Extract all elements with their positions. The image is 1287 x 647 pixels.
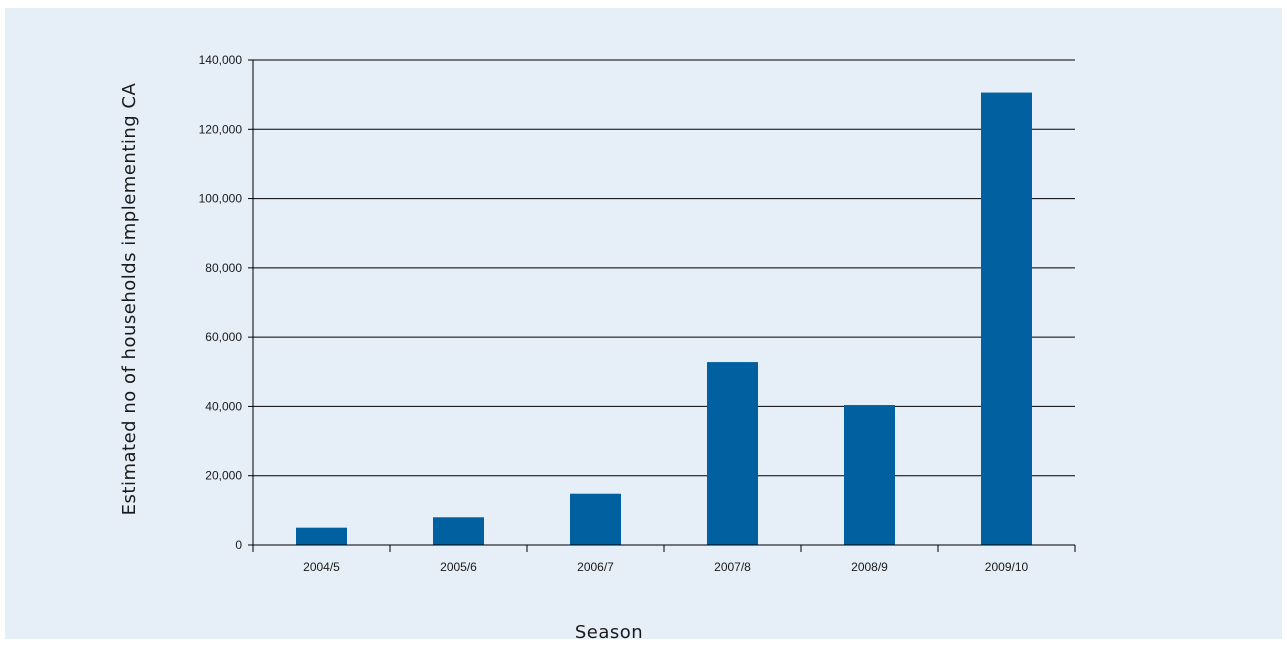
bar-2004-5 bbox=[296, 527, 347, 545]
x-tick-label: 2005/6 bbox=[440, 560, 477, 574]
y-tick-label: 60,000 bbox=[205, 330, 242, 344]
bar-chart: 0 20,000 40,000 60,000 80,000 100,000 120,000 1… bbox=[119, 53, 1076, 639]
bar-2005-6 bbox=[433, 517, 484, 545]
gridlines bbox=[253, 59, 1075, 477]
x-tick-label: 2004/5 bbox=[303, 560, 340, 574]
bar-2009-10 bbox=[981, 92, 1032, 546]
y-tick-label: 120,000 bbox=[199, 122, 243, 136]
bars bbox=[296, 92, 1032, 546]
bar-2008-9 bbox=[844, 405, 895, 545]
x-axis-title: Season bbox=[575, 622, 643, 639]
bar-2007-8 bbox=[707, 362, 758, 545]
chart-panel: 0 20,000 40,000 60,000 80,000 100,000 120,000 1… bbox=[5, 8, 1282, 639]
y-tick-label: 100,000 bbox=[199, 192, 243, 206]
x-tick-label: 2008/9 bbox=[851, 560, 888, 574]
x-tick-label: 2007/8 bbox=[714, 560, 751, 574]
y-axis-title: Estimated no of households implementing … bbox=[119, 82, 140, 515]
y-tick-label: 0 bbox=[235, 538, 242, 552]
x-tick-label: 2009/10 bbox=[985, 560, 1029, 574]
y-tick-label: 20,000 bbox=[205, 469, 242, 483]
y-tick-labels: 0 20,000 40,000 60,000 80,000 100,000 120,000 1… bbox=[199, 53, 243, 552]
bar-2006-7 bbox=[570, 493, 621, 545]
x-tick-labels: 2004/5 2005/6 2006/7 2007/8 2008/9 2009/10 bbox=[303, 560, 1028, 574]
y-tick-label: 80,000 bbox=[205, 261, 242, 275]
x-tick-label: 2006/7 bbox=[577, 560, 614, 574]
y-tick-label: 140,000 bbox=[199, 53, 243, 67]
y-tick-label: 40,000 bbox=[205, 399, 242, 413]
axes bbox=[248, 59, 1076, 552]
